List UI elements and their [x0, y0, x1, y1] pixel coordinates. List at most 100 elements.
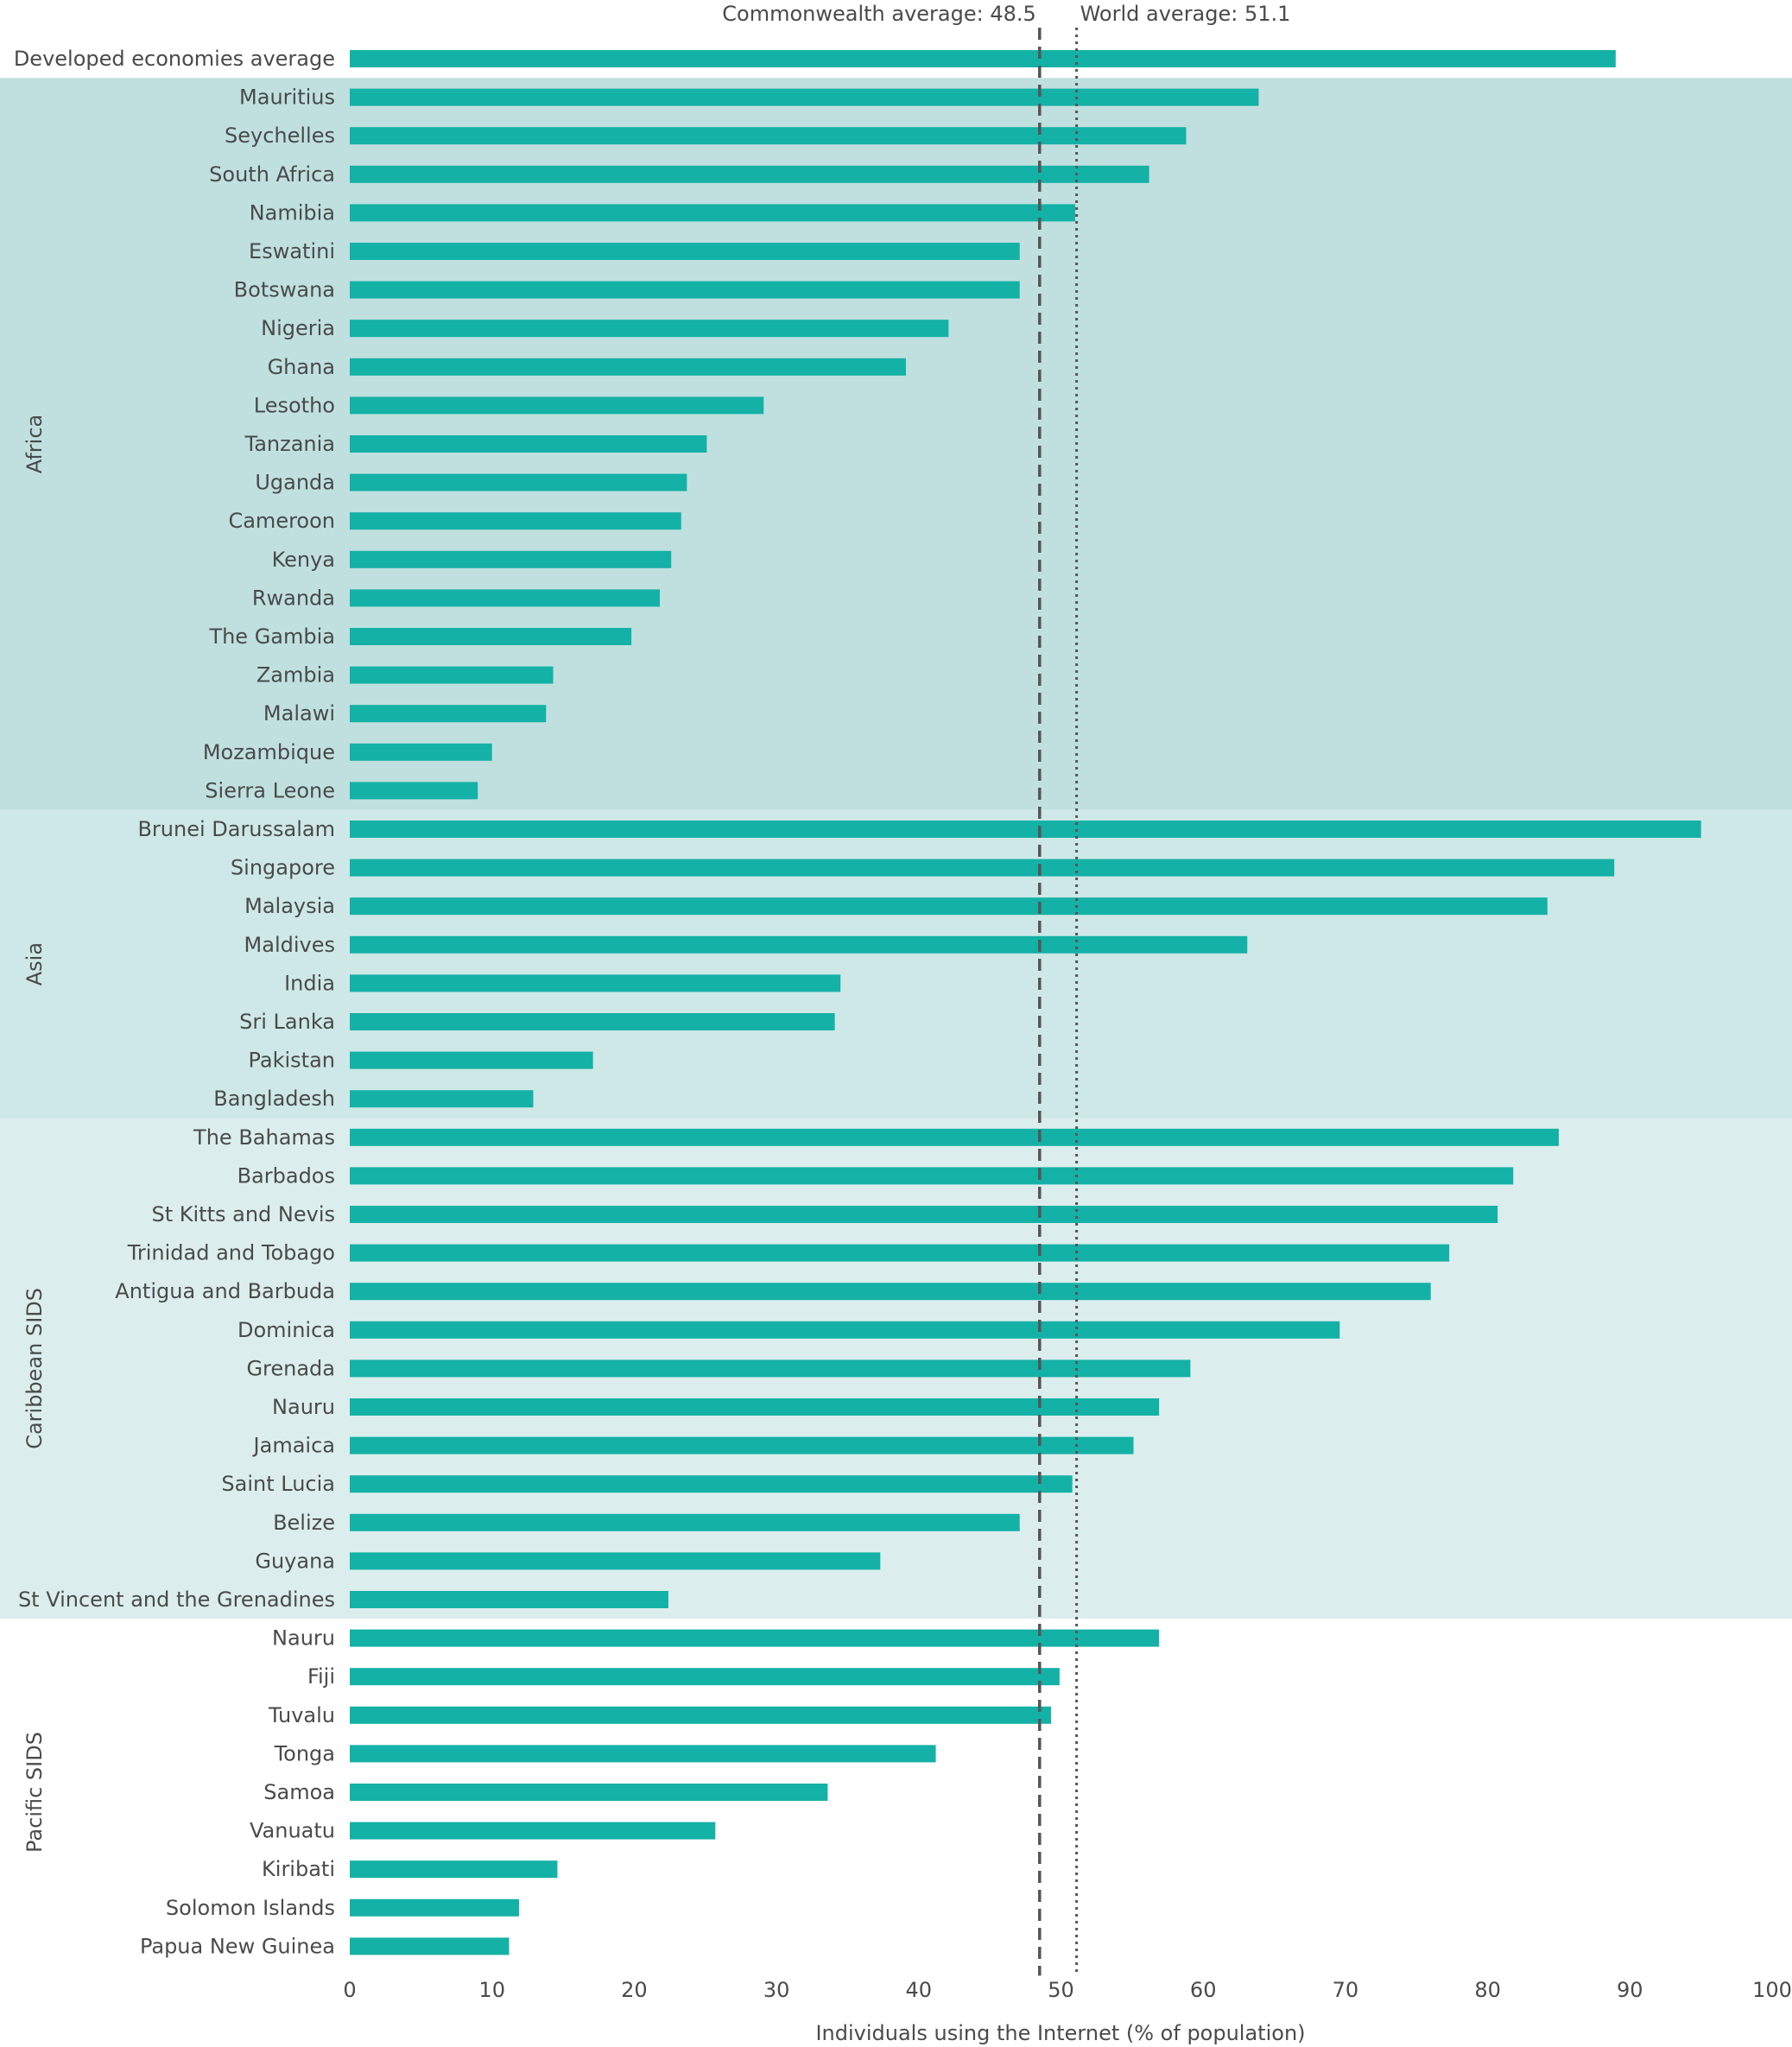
category-label: Sierra Leone — [205, 778, 335, 802]
bar — [350, 1436, 1134, 1454]
bar — [350, 512, 681, 530]
bar — [350, 165, 1149, 183]
bar — [350, 50, 1616, 67]
x-tick-label: 40 — [906, 1978, 933, 2002]
bar — [350, 1860, 558, 1879]
category-label: Pakistan — [249, 1049, 336, 1073]
bar — [350, 1359, 1191, 1378]
category-label: The Gambia — [208, 624, 335, 649]
x-tick-label: 50 — [1048, 1978, 1074, 2002]
bar — [350, 435, 707, 453]
category-label: Rwanda — [252, 586, 335, 610]
bar — [350, 705, 547, 723]
bar — [350, 1629, 1160, 1647]
category-label: India — [284, 971, 335, 995]
bar — [350, 281, 1020, 299]
bar — [350, 1706, 1051, 1724]
category-label: Nauru — [272, 1626, 335, 1651]
group-labels: Africa Asia Caribbean SIDS Pacific SIDS — [22, 415, 47, 1853]
bar — [350, 666, 554, 684]
category-label: Maldives — [244, 933, 335, 957]
category-label: Namibia — [250, 200, 335, 225]
category-label: Guyana — [255, 1549, 335, 1573]
bar — [350, 935, 1248, 954]
bar — [350, 974, 841, 992]
category-label: Trinidad and Tobago — [127, 1241, 335, 1265]
bar — [350, 396, 764, 415]
bar — [350, 1937, 510, 1955]
category-label: Bangladesh — [213, 1087, 335, 1111]
group-label: Pacific SIDS — [22, 1732, 47, 1853]
x-axis-title: Individuals using the Internet (% of pop… — [815, 2021, 1305, 2045]
x-axis: 0 10 20 30 40 50 60 70 80 90 100 — [343, 1978, 1792, 2002]
bar — [350, 1051, 593, 1069]
bar — [350, 1090, 534, 1108]
category-label: Saint Lucia — [221, 1472, 335, 1496]
group-band — [0, 78, 1792, 810]
bar — [350, 88, 1259, 106]
category-label: Botswana — [234, 278, 335, 302]
bar — [350, 320, 949, 338]
bar — [350, 589, 661, 607]
x-tick-label: 10 — [478, 1978, 505, 2002]
reference-lines: Commonwealth average: 48.5 World average:… — [722, 2, 1290, 1976]
category-label: Grenada — [246, 1356, 335, 1380]
category-label: Cameroon — [228, 509, 335, 533]
category-label: Malaysia — [244, 894, 335, 918]
bar — [350, 1668, 1060, 1686]
x-tick-label: 70 — [1333, 1978, 1359, 2002]
x-tick-label: 30 — [763, 1978, 790, 2002]
category-label: Tonga — [274, 1741, 335, 1765]
bar — [350, 127, 1187, 145]
category-labels: Developed economies average Mauritius Seyc… — [14, 47, 335, 1958]
bars — [350, 50, 1701, 1955]
bar — [350, 1206, 1498, 1223]
bar — [350, 1128, 1559, 1146]
bar — [350, 743, 492, 761]
category-label: Mauritius — [239, 86, 335, 110]
category-label: Papua New Guinea — [140, 1934, 335, 1958]
bar — [350, 821, 1701, 838]
group-label: Caribbean SIDS — [22, 1288, 47, 1449]
x-tick-label: 80 — [1474, 1978, 1501, 2002]
bar — [350, 1283, 1431, 1301]
bar — [350, 628, 632, 645]
category-label: Seychelles — [225, 124, 335, 148]
bar — [350, 1321, 1340, 1339]
bar — [350, 1244, 1450, 1262]
category-label: St Vincent and the Grenadines — [18, 1588, 335, 1612]
category-label: The Bahamas — [193, 1125, 335, 1150]
bar — [350, 243, 1020, 260]
category-label: Tuvalu — [268, 1703, 335, 1727]
x-tick-label: 0 — [343, 1978, 356, 2002]
category-label: Zambia — [256, 663, 335, 688]
group-label: Asia — [22, 942, 47, 985]
bar — [350, 1745, 936, 1763]
category-label: Jamaica — [252, 1434, 335, 1458]
x-tick-label: 90 — [1617, 1978, 1643, 2002]
category-label: Sri Lanka — [239, 1010, 335, 1034]
category-label: Kiribati — [262, 1857, 335, 1881]
bar — [350, 358, 906, 376]
bar — [350, 1013, 835, 1030]
bar — [350, 1513, 1020, 1531]
category-label: Belize — [273, 1511, 335, 1535]
category-label: Vanuatu — [250, 1819, 335, 1843]
category-label: Eswatini — [249, 239, 335, 263]
category-label: Kenya — [272, 548, 335, 572]
category-label: Antigua and Barbuda — [115, 1279, 335, 1303]
bar — [350, 1822, 716, 1840]
bar — [350, 897, 1548, 916]
category-label: Fiji — [307, 1664, 335, 1689]
group-label: Africa — [22, 415, 47, 473]
bar — [350, 1475, 1073, 1493]
bar — [350, 782, 478, 800]
category-label: Uganda — [255, 471, 335, 495]
x-tick-label: 60 — [1190, 1978, 1217, 2002]
x-tick-label: 20 — [621, 1978, 648, 2002]
category-label: Nauru — [272, 1395, 335, 1419]
category-label: Developed economies average — [14, 47, 335, 71]
category-label: Dominica — [237, 1318, 335, 1342]
category-label: Lesotho — [254, 393, 335, 417]
